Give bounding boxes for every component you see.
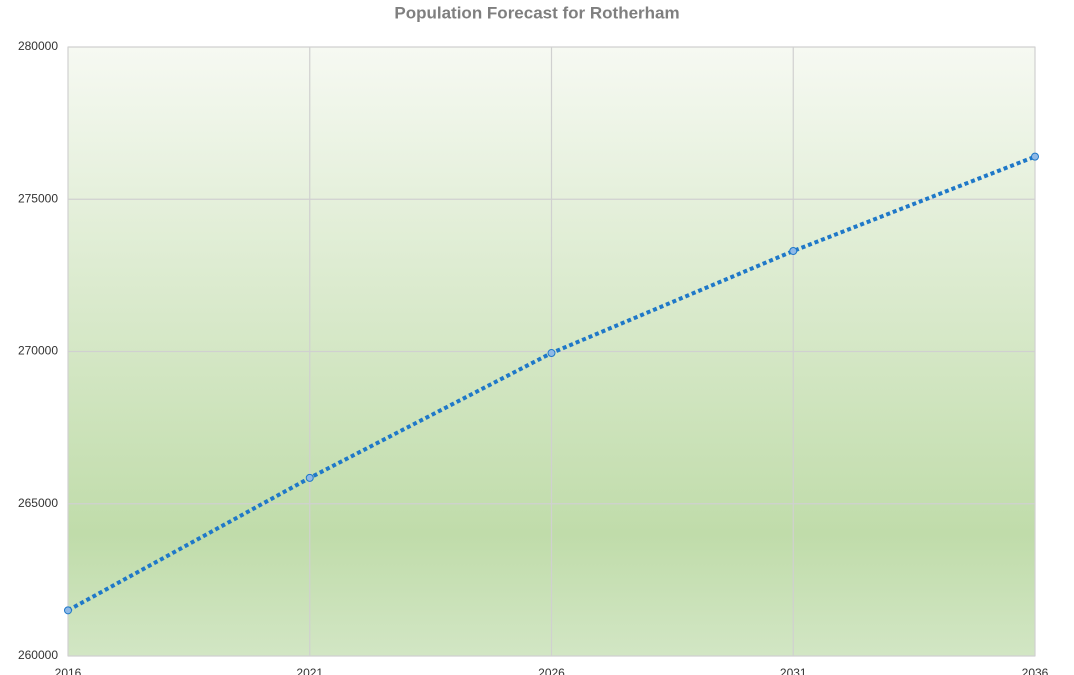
chart-title: Population Forecast for Rotherham	[394, 3, 679, 22]
y-tick-label: 260000	[18, 648, 58, 662]
y-tick-label: 270000	[18, 344, 58, 358]
data-point	[547, 349, 556, 358]
data-point	[305, 473, 314, 482]
data-point	[64, 606, 72, 615]
data-point	[789, 247, 798, 256]
x-tick-label: 2026	[538, 666, 565, 675]
data-point	[1031, 152, 1039, 161]
x-tick-label: 2021	[296, 666, 323, 675]
y-tick-label: 280000	[18, 39, 58, 53]
y-tick-label: 275000	[18, 191, 58, 205]
x-tick-label: 2016	[55, 666, 82, 675]
x-tick-label: 2036	[1022, 666, 1049, 675]
y-tick-label: 265000	[18, 496, 58, 510]
x-tick-label: 2031	[780, 666, 807, 675]
